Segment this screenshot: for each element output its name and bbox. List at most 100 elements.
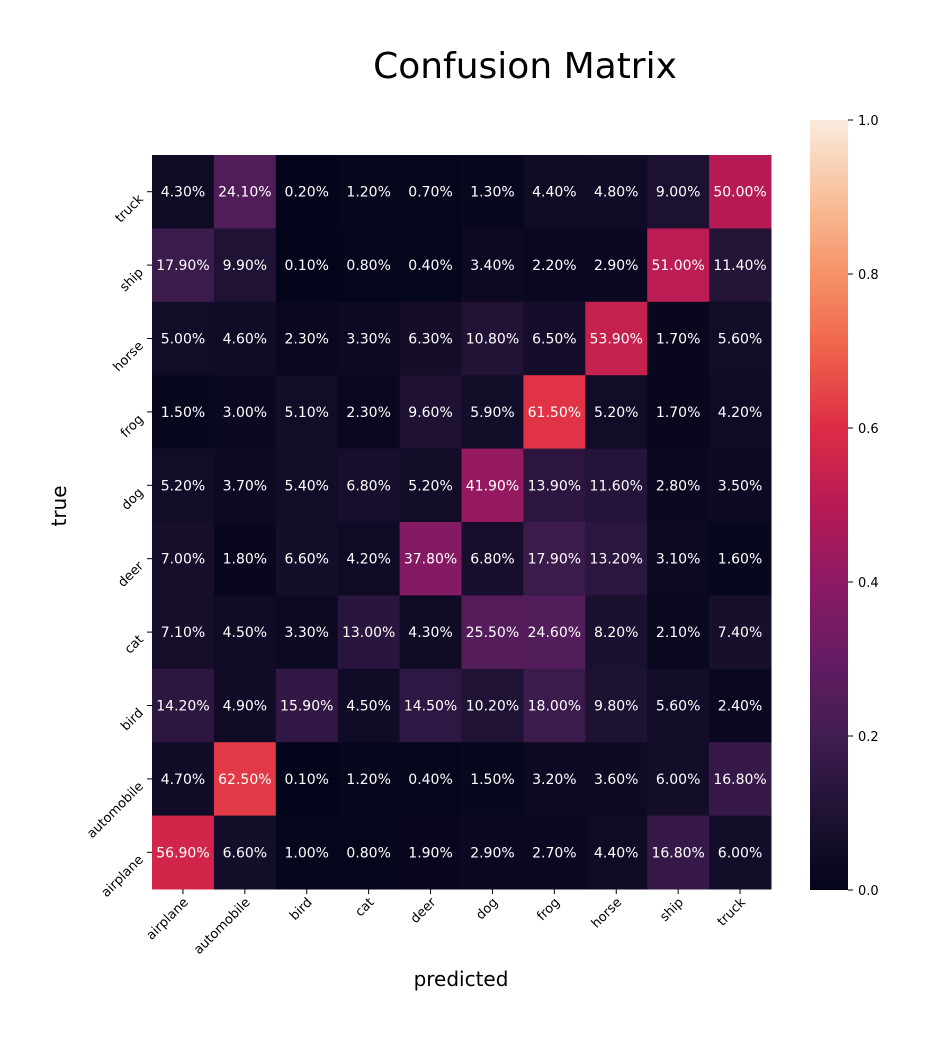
cell-value-label: 37.80% xyxy=(404,552,457,568)
heatmap-cell xyxy=(523,448,586,523)
cell-value-label: 15.90% xyxy=(280,699,333,715)
heatmap-cell xyxy=(337,375,401,450)
heatmap-cell xyxy=(213,742,277,817)
cell-value-label: 1.20% xyxy=(346,772,390,788)
heatmap-cell xyxy=(585,301,648,376)
heatmap-cell xyxy=(709,375,772,450)
y-tick-label: automobile xyxy=(84,779,146,841)
heatmap-cell xyxy=(337,522,401,596)
cell-value-label: 62.50% xyxy=(218,772,271,788)
heatmap-cell xyxy=(152,595,215,670)
cell-value-label: 0.80% xyxy=(346,258,390,274)
cell-value-label: 1.20% xyxy=(346,185,390,201)
heatmap-cell xyxy=(523,155,586,229)
cell-value-label: 7.00% xyxy=(161,552,205,568)
x-axis-ticks: airplane automobile bird cat deer dog frog hors… xyxy=(144,889,749,958)
cell-value-label: 0.10% xyxy=(285,258,329,274)
y-tick-label: airplane xyxy=(99,853,147,901)
heatmap-cell xyxy=(399,228,462,303)
heatmap-cell xyxy=(461,448,524,523)
cell-value-label: 4.80% xyxy=(594,185,638,201)
cell-value-label: 17.90% xyxy=(528,552,581,568)
cell-value-label: 6.50% xyxy=(532,332,576,348)
heatmap-cells: 4.30% 24.10% 0.20% 1.20% 0.70% 1.30% 4.40% 4.80… xyxy=(152,155,772,890)
heatmap-cell xyxy=(152,815,215,890)
heatmap-cell xyxy=(647,301,710,376)
cell-value-label: 2.20% xyxy=(532,258,576,274)
heatmap-cell xyxy=(399,448,462,523)
heatmap-cell xyxy=(275,668,339,743)
heatmap-cell xyxy=(275,228,339,303)
heatmap-cell xyxy=(461,375,524,450)
colorbar-tick-label: 1.0 xyxy=(858,114,879,129)
cell-value-label: 3.40% xyxy=(470,258,514,274)
heatmap-cell xyxy=(647,155,710,229)
x-tick-label: cat xyxy=(353,895,378,920)
cell-value-label: 25.50% xyxy=(466,625,519,641)
heatmap-cell xyxy=(523,301,586,376)
heatmap-cell xyxy=(709,815,772,890)
heatmap-cell xyxy=(523,668,586,743)
cell-value-label: 6.30% xyxy=(408,332,452,348)
y-tick-label: truck xyxy=(113,192,148,227)
cell-value-label: 10.20% xyxy=(466,699,519,715)
y-axis-ticks: truck ship horse frog dog deer cat bird automobi… xyxy=(84,191,152,901)
cell-value-label: 24.10% xyxy=(218,185,271,201)
heatmap-cell xyxy=(709,668,772,743)
y-tick-label: frog xyxy=(118,412,147,441)
chart-title: Confusion Matrix xyxy=(373,46,677,87)
cell-value-label: 1.00% xyxy=(285,845,329,861)
cell-value-label: 1.80% xyxy=(223,552,267,568)
heatmap-cell xyxy=(399,815,462,890)
heatmap-cell xyxy=(399,375,462,450)
heatmap-cell xyxy=(275,448,339,523)
cell-value-label: 0.20% xyxy=(285,185,329,201)
heatmap-cell xyxy=(213,301,277,376)
heatmap-cell xyxy=(337,815,401,890)
cell-value-label: 3.70% xyxy=(223,478,267,494)
heatmap-cell xyxy=(275,522,339,596)
heatmap-cell xyxy=(461,301,524,376)
cell-value-label: 8.20% xyxy=(594,625,638,641)
heatmap-cell xyxy=(461,522,524,596)
cell-value-label: 4.50% xyxy=(346,699,390,715)
heatmap-cell xyxy=(152,522,215,596)
heatmap-cell xyxy=(399,301,462,376)
heatmap-cell xyxy=(399,668,462,743)
cell-value-label: 6.00% xyxy=(718,845,762,861)
heatmap-cell xyxy=(399,742,462,817)
heatmap-cell xyxy=(585,228,648,303)
heatmap-cell xyxy=(275,155,339,229)
x-tick-label: deer xyxy=(408,895,440,927)
cell-value-label: 50.00% xyxy=(713,185,766,201)
cell-value-label: 6.80% xyxy=(470,552,514,568)
heatmap-cell xyxy=(523,595,586,670)
cell-value-label: 0.70% xyxy=(408,185,452,201)
heatmap-cell xyxy=(585,742,648,817)
cell-value-label: 10.80% xyxy=(466,332,519,348)
heatmap-cell xyxy=(337,448,401,523)
cell-value-label: 0.10% xyxy=(285,772,329,788)
cell-value-label: 5.20% xyxy=(594,405,638,421)
cell-value-label: 4.50% xyxy=(223,625,267,641)
cell-value-label: 5.20% xyxy=(161,478,205,494)
heatmap-cell xyxy=(585,522,648,596)
heatmap-cell xyxy=(213,155,277,229)
cell-value-label: 18.00% xyxy=(528,699,581,715)
cell-value-label: 11.40% xyxy=(713,258,766,274)
cell-value-label: 24.60% xyxy=(528,625,581,641)
y-tick-label: dog xyxy=(119,486,147,514)
x-tick-label: dog xyxy=(473,895,501,923)
heatmap-cell xyxy=(213,228,277,303)
heatmap-cell xyxy=(337,668,401,743)
colorbar-tick-label: 0.0 xyxy=(858,884,879,899)
heatmap-cell xyxy=(709,155,772,229)
heatmap-cell xyxy=(275,742,339,817)
heatmap-cell xyxy=(275,375,339,450)
cell-value-label: 51.00% xyxy=(651,258,704,274)
cell-value-label: 5.60% xyxy=(656,699,700,715)
heatmap-cell xyxy=(213,595,277,670)
y-tick-label: ship xyxy=(117,265,147,295)
colorbar-tick-label: 0.8 xyxy=(858,268,879,283)
heatmap-cell xyxy=(709,228,772,303)
